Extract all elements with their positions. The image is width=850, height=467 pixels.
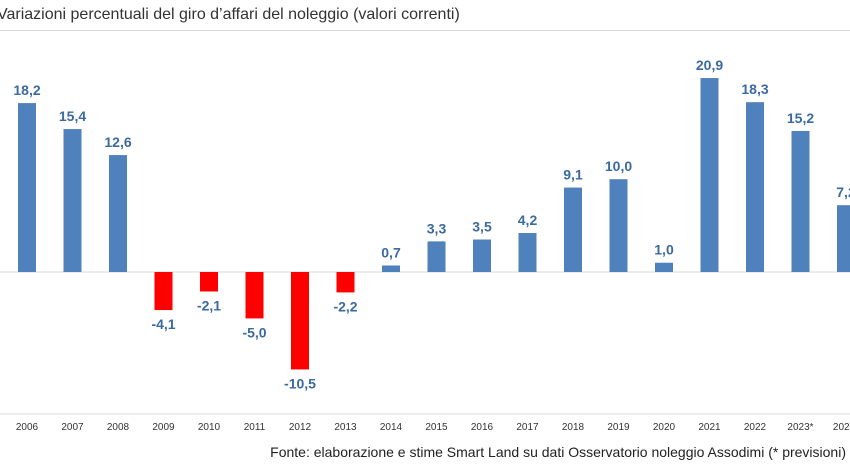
- data-label: -2,1: [197, 297, 221, 313]
- data-label: 0,7: [381, 245, 401, 261]
- bar-chart: 18,2 2006 15,4 2007 12,6 2008 -4,1 2009 -2,1 2010…: [0, 57, 850, 433]
- bar-2010: [200, 272, 218, 292]
- x-tick-label: 2009: [152, 422, 175, 433]
- x-tick-label: 2021: [698, 422, 721, 433]
- bar-2006: [18, 103, 36, 272]
- data-label: 15,2: [787, 110, 814, 126]
- data-label: 7,2: [836, 184, 850, 200]
- x-tick-label: 2022: [744, 422, 767, 433]
- bar-2024f: [837, 205, 850, 272]
- x-tick-label: 2018: [562, 422, 585, 433]
- x-tick-label: 2015: [425, 422, 448, 433]
- data-label: -10,5: [284, 375, 316, 391]
- data-label: 18,2: [13, 82, 40, 98]
- x-tick-label: 2012: [289, 422, 312, 433]
- data-label: 9,1: [563, 167, 583, 183]
- bar-2008: [109, 155, 127, 272]
- data-label: 3,5: [472, 219, 492, 235]
- bar-2021: [700, 78, 719, 272]
- x-tick-label: 2020: [653, 422, 676, 433]
- x-tick-label: 2014: [380, 422, 403, 433]
- bar-2011: [245, 272, 264, 319]
- bar-2023f: [791, 130, 810, 272]
- x-tick-label: 2011: [244, 422, 266, 433]
- x-tick-label: 2016: [471, 422, 494, 433]
- bar-2013: [336, 272, 355, 293]
- bar-2019: [609, 179, 628, 272]
- x-tick-label: 2013: [334, 422, 357, 433]
- bar-2012: [291, 272, 309, 370]
- data-label: 12,6: [104, 134, 131, 150]
- data-label: 1,0: [654, 242, 674, 258]
- chart-title: Variazioni percentuali del giro d’affari…: [0, 6, 460, 23]
- bar-2017: [518, 233, 537, 272]
- data-label: 10,0: [605, 158, 632, 174]
- data-label: -5,0: [242, 324, 266, 340]
- x-tick-label: 2023*: [787, 422, 813, 433]
- data-label: 18,3: [741, 81, 768, 97]
- title-divider: [0, 30, 850, 31]
- bar-2016: [473, 239, 491, 272]
- bar-2020: [655, 262, 673, 272]
- x-tick-label: 2007: [61, 422, 84, 433]
- data-label: 3,3: [427, 220, 447, 236]
- source-note: Fonte: elaborazione e stime Smart Land s…: [270, 444, 846, 460]
- bar-2022: [746, 102, 764, 273]
- x-tick-label: 2024*: [833, 422, 850, 433]
- bar-2018: [564, 187, 582, 272]
- data-label: 15,4: [59, 108, 86, 124]
- x-tick-label: 2010: [198, 422, 221, 433]
- data-label: -2,2: [333, 298, 357, 314]
- data-label: -4,1: [151, 316, 175, 332]
- x-tick-label: 2017: [516, 422, 539, 433]
- x-tick-label: 2006: [16, 422, 39, 433]
- data-label: 4,2: [518, 212, 538, 228]
- x-tick-label: 2019: [607, 422, 630, 433]
- data-label: 20,9: [696, 57, 723, 73]
- bar-2015: [427, 241, 446, 272]
- x-tick-label: 2008: [107, 422, 130, 433]
- bar-2014: [382, 265, 400, 272]
- bar-2009: [154, 272, 173, 311]
- bar-2007: [63, 129, 82, 272]
